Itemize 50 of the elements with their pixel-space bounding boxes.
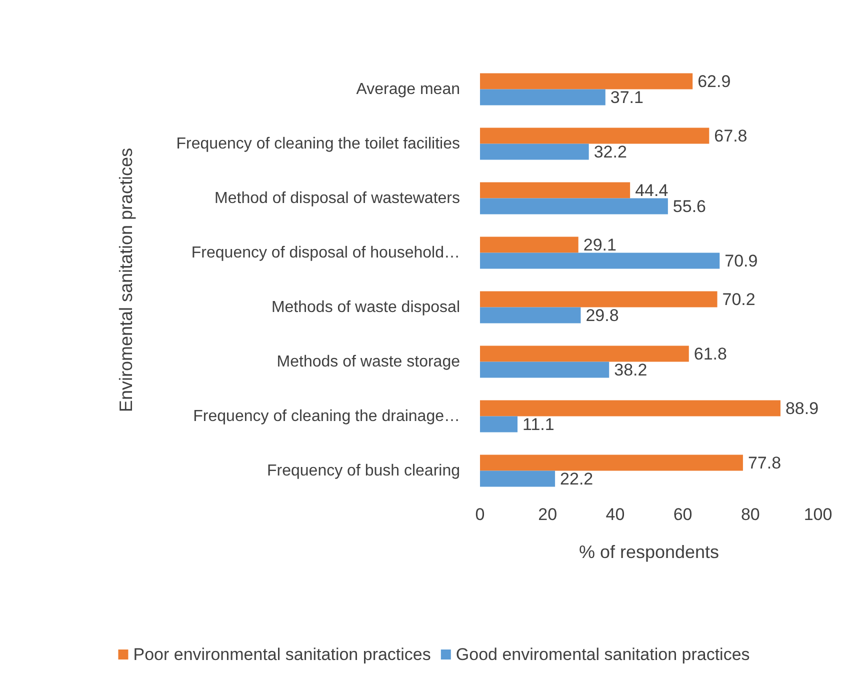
bar (480, 346, 689, 362)
bar (480, 307, 581, 324)
data-label: 29.1 (583, 235, 616, 254)
x-tick-label: 60 (673, 505, 692, 524)
data-label: 55.6 (672, 196, 706, 216)
bar (480, 144, 589, 160)
bar (480, 454, 743, 471)
bar (480, 400, 780, 416)
data-label: 67.8 (714, 126, 748, 146)
data-label: 32.2 (594, 142, 627, 162)
bar (480, 362, 610, 378)
x-tick-label: 20 (538, 505, 558, 524)
bar (480, 73, 693, 90)
data-label: 22.2 (560, 469, 594, 488)
data-label: 70.9 (724, 251, 758, 270)
data-label: 44.4 (635, 180, 668, 200)
y-tick-label: Method of disposal of wastewaters (214, 190, 460, 207)
y-tick-label: Frequency of cleaning the drainage… (193, 408, 460, 425)
x-tick-label: 40 (606, 505, 625, 524)
legend-label: Poor environmental sanitation practices (133, 645, 431, 664)
y-tick-label: Frequency of disposal of household… (191, 244, 460, 262)
bar (480, 182, 630, 198)
data-label: 37.1 (610, 88, 644, 107)
y-tick-label: Methods of waste storage (276, 353, 460, 370)
data-label: 38.2 (614, 360, 648, 380)
x-axis-title: % of respondents (578, 542, 720, 562)
bar (480, 236, 578, 253)
bar (480, 89, 606, 106)
y-tick-label: Methods of waste disposal (271, 298, 460, 316)
bar (480, 128, 710, 144)
legend-label: Good enviromental sanitation practices (456, 645, 750, 664)
y-tick-label: Frequency of cleaning the toilet facilities (176, 135, 460, 152)
bar (480, 198, 668, 214)
y-tick-label: Frequency of bush clearing (267, 462, 460, 480)
data-label: 11.1 (522, 414, 554, 434)
data-label: 61.8 (694, 344, 727, 364)
y-axis-title: Enviromental sanitation practices (116, 148, 136, 412)
bar (480, 291, 718, 308)
data-label: 62.9 (698, 72, 731, 91)
data-label: 70.2 (722, 290, 756, 309)
bar (480, 252, 720, 269)
data-label: 77.8 (748, 453, 782, 472)
data-label: 29.8 (586, 306, 619, 325)
x-tick-label: 0 (475, 505, 485, 524)
bar (480, 416, 518, 432)
x-tick-label: 100 (804, 505, 832, 524)
data-label: 88.9 (785, 398, 819, 418)
x-tick-label: 80 (740, 505, 760, 524)
bar (480, 470, 556, 487)
y-tick-label: Average mean (356, 80, 460, 98)
